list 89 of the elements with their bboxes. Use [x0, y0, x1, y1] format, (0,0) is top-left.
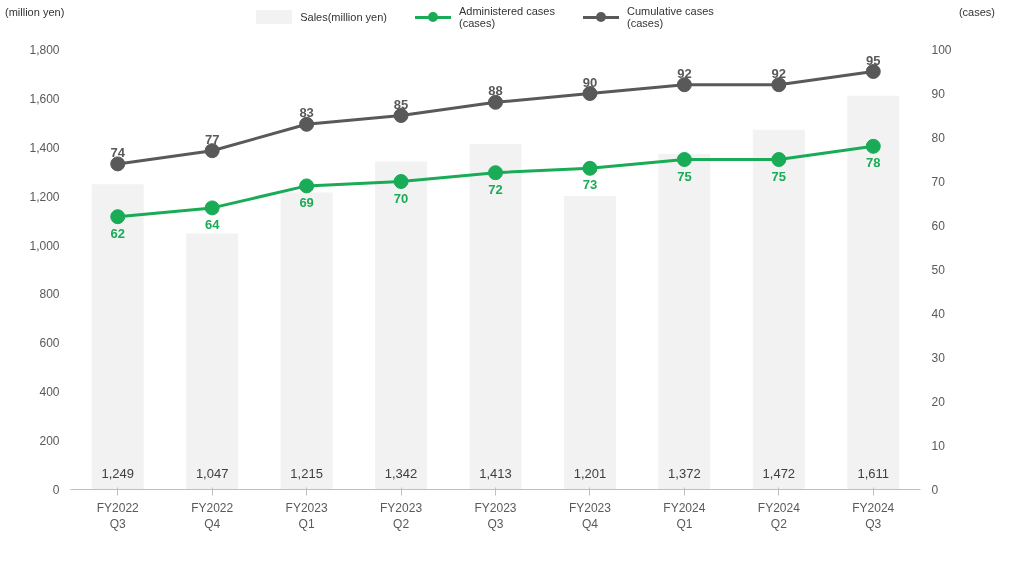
- y-tick-label: 400: [39, 385, 60, 400]
- x-tick-label: FY2022 Q3: [96, 500, 140, 532]
- point: [582, 160, 598, 176]
- bar: [658, 154, 711, 490]
- point: [865, 138, 881, 154]
- point: [582, 86, 598, 101]
- y2-tick-label: 0: [931, 483, 939, 497]
- bar: [563, 195, 616, 490]
- bar: [752, 129, 805, 490]
- x-tick-label: FY2024 Q1: [663, 500, 706, 532]
- y2-tick-label: 60: [931, 219, 946, 233]
- data-label: 70: [393, 190, 409, 206]
- point: [393, 108, 409, 123]
- data-label: 1,611: [857, 465, 890, 481]
- y2-axis-title: (cases): [958, 5, 995, 20]
- point: [393, 174, 409, 189]
- data-label: 73: [582, 177, 598, 193]
- point: [204, 143, 220, 159]
- bar: [469, 144, 522, 490]
- data-label: 75: [677, 168, 692, 184]
- x-tick-label: FY2023 Q4: [568, 500, 612, 532]
- data-label: 1,201: [573, 465, 607, 481]
- point: [676, 77, 692, 93]
- legend-label: Administered cases (cases): [458, 5, 555, 29]
- x-tick-label: FY2023 Q2: [380, 500, 423, 532]
- x-tick-label: FY2024 Q3: [852, 500, 895, 532]
- y-axis-title: (million yen): [5, 5, 65, 20]
- y-tick-label: 1,200: [29, 189, 60, 204]
- point: [299, 178, 315, 194]
- point: [488, 94, 503, 110]
- point: [865, 64, 881, 79]
- y2-tick-label: 90: [931, 87, 946, 101]
- data-label: 69: [299, 194, 314, 210]
- y2-tick-label: 70: [931, 175, 946, 189]
- point: [204, 200, 220, 216]
- data-label: 85: [393, 96, 409, 112]
- data-label: 95: [866, 52, 881, 68]
- data-label: 1,047: [195, 465, 229, 481]
- y-tick-label: 200: [39, 434, 60, 449]
- data-label: 92: [677, 65, 692, 81]
- bar: [91, 184, 144, 490]
- point: [676, 152, 692, 167]
- y2-tick-label: 20: [931, 395, 946, 409]
- point: [110, 156, 126, 172]
- data-label: 62: [110, 225, 125, 241]
- data-label: 1,342: [384, 465, 418, 481]
- point: [299, 116, 315, 132]
- y-tick-label: 600: [39, 336, 60, 351]
- data-label: 88: [488, 83, 503, 99]
- legend-label: Cumulative cases (cases): [626, 5, 714, 29]
- y-tick-label: 1,800: [29, 43, 60, 57]
- data-label: 72: [488, 181, 503, 197]
- data-label: 90: [582, 74, 598, 90]
- data-label: 83: [299, 105, 314, 121]
- data-label: 92: [771, 65, 787, 81]
- data-label: 75: [771, 168, 787, 184]
- y2-tick-label: 30: [931, 351, 946, 365]
- data-label: 64: [204, 216, 221, 232]
- data-label: 1,472: [762, 465, 796, 481]
- x-tick-label: FY2024 Q2: [757, 500, 801, 532]
- data-label: 1,215: [290, 465, 323, 481]
- y-tick-label: 1,400: [29, 140, 60, 155]
- point: [771, 152, 787, 167]
- point: [488, 165, 503, 181]
- bar: [375, 161, 428, 490]
- point: [110, 209, 126, 225]
- bar: [186, 233, 239, 490]
- data-label: 77: [204, 131, 220, 147]
- data-label: 1,372: [668, 465, 701, 481]
- data-label: 78: [866, 155, 881, 171]
- y-tick-label: 0: [52, 483, 60, 497]
- y2-tick-label: 50: [931, 263, 946, 277]
- bar: [847, 95, 900, 490]
- y2-tick-label: 100: [931, 43, 952, 57]
- y-tick-label: 800: [39, 287, 60, 302]
- point: [771, 77, 787, 93]
- x-tick-label: FY2023 Q1: [285, 500, 328, 532]
- y2-tick-label: 40: [931, 307, 946, 321]
- y-tick-label: 1,600: [29, 91, 60, 106]
- y-tick-label: 1,000: [29, 238, 60, 253]
- bar: [280, 192, 333, 490]
- data-label: 1,249: [101, 465, 134, 481]
- y2-tick-label: 10: [931, 439, 946, 453]
- y2-tick-label: 80: [931, 131, 946, 145]
- x-tick-label: FY2022 Q4: [191, 500, 234, 532]
- data-label: 74: [110, 144, 126, 160]
- legend-label: Sales(million yen): [300, 11, 387, 23]
- x-tick-label: FY2023 Q3: [474, 500, 517, 532]
- data-label: 1,413: [479, 465, 512, 481]
